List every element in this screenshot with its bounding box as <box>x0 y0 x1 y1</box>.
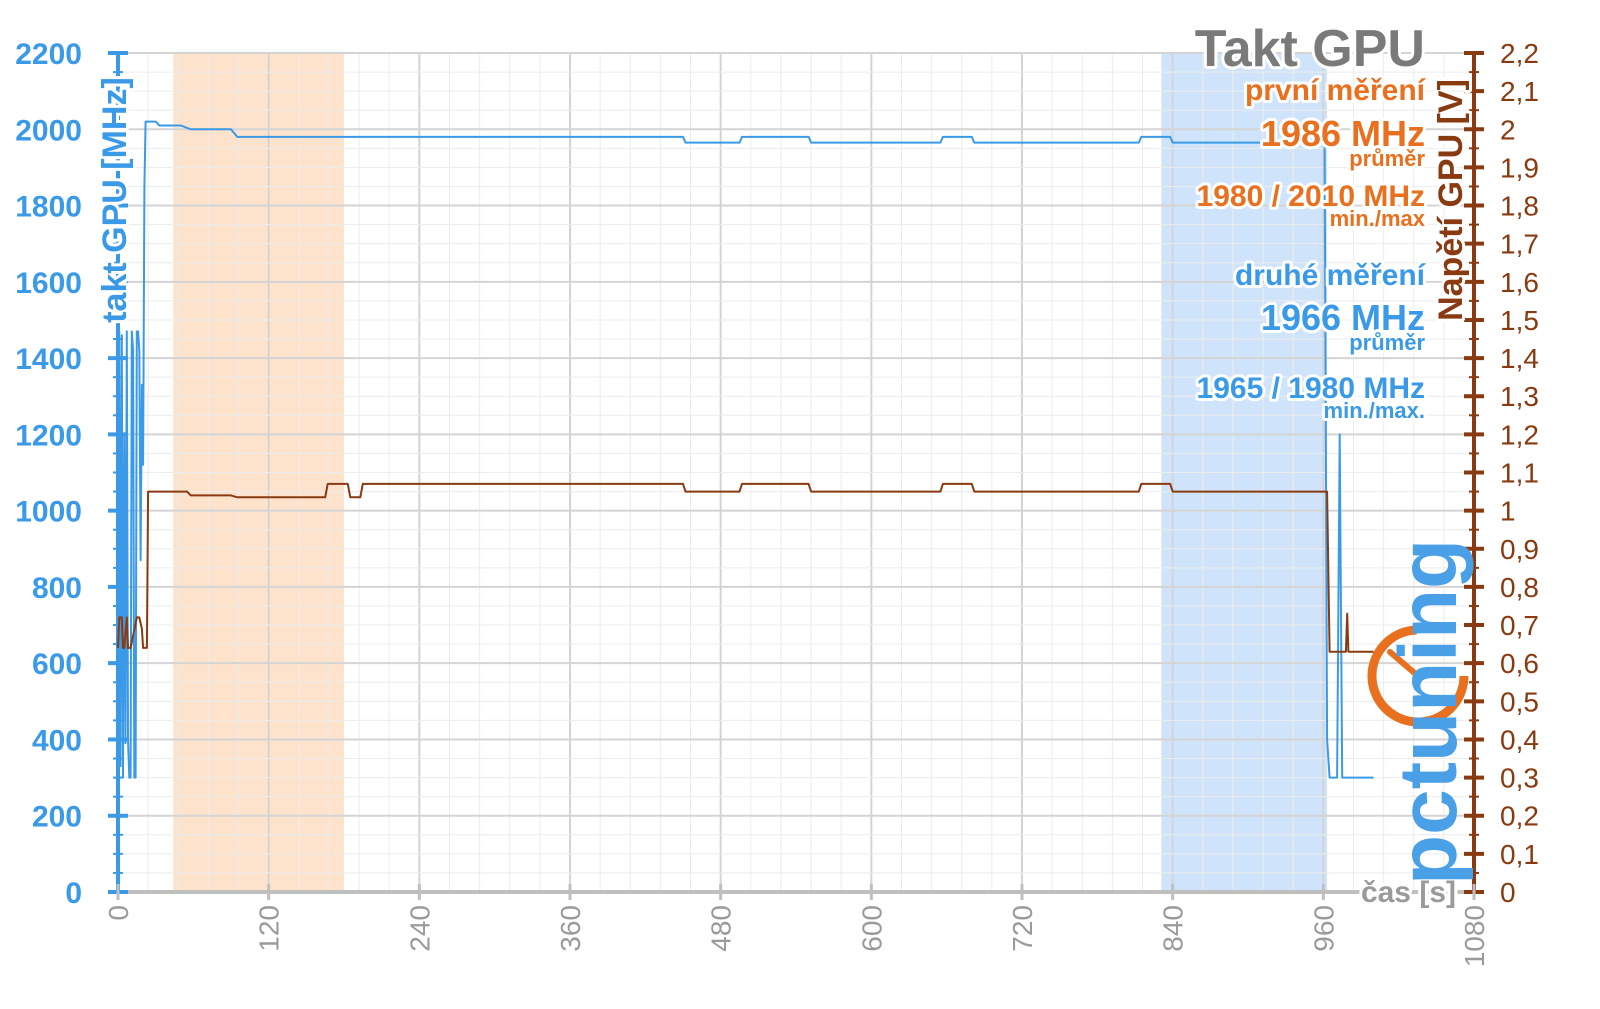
x-tick-label: 840 <box>1158 905 1189 952</box>
y-tick-label-right: 1,1 <box>1500 458 1539 489</box>
x-tick-label: 120 <box>254 905 285 952</box>
logo-gauge-icon <box>1367 625 1469 727</box>
y-tick-label-right: 0,8 <box>1500 572 1539 603</box>
second-average-sub: průměr <box>1349 330 1425 355</box>
y-tick-label-right: 1,9 <box>1500 152 1539 183</box>
x-tick-label: 960 <box>1308 905 1339 952</box>
y-tick-label-left: 1400 <box>15 343 82 376</box>
y-tick-label-right: 0,6 <box>1500 648 1539 679</box>
first-average-sub: průměr <box>1349 146 1425 171</box>
x-tick-label: 600 <box>856 905 887 952</box>
y-axis-title-right: Napětí GPU [V] <box>1432 79 1470 321</box>
logo-needle-icon <box>1387 649 1421 679</box>
y-tick-label-right: 2 <box>1500 114 1516 145</box>
y-tick-label-right: 1,5 <box>1500 305 1539 336</box>
second-minmax-sub: min./max. <box>1324 398 1425 423</box>
first-measurement-label: první měření <box>1245 74 1427 107</box>
y-tick-label-right: 1,4 <box>1500 343 1539 374</box>
second-measurement-label: druhé měření <box>1235 259 1427 292</box>
series-lines <box>117 120 1374 779</box>
y-tick-label-left: 800 <box>32 572 82 605</box>
logo-text: pctuning <box>1383 539 1474 885</box>
y-tick-label-left: 2000 <box>15 114 82 147</box>
pctuning-logo: pctuning <box>1367 539 1474 885</box>
y-tick-label-right: 0,9 <box>1500 534 1539 565</box>
first-minmax-value: 1980 / 2010 MHz <box>1197 180 1425 213</box>
clock-series-line <box>117 120 1374 779</box>
y-tick-label-right: 2,2 <box>1500 38 1539 69</box>
y-tick-label-left: 400 <box>32 724 82 757</box>
y-tick-label-right: 1,2 <box>1500 419 1539 450</box>
y-tick-label-right: 0,4 <box>1500 724 1539 755</box>
x-tick-label: 720 <box>1007 905 1038 952</box>
first-average-value: 1986 MHz <box>1261 113 1425 154</box>
y-tick-label-right: 2,1 <box>1500 76 1539 107</box>
x-tick-label: 1080 <box>1459 905 1490 967</box>
y-tick-label-left: 2200 <box>15 38 82 71</box>
y-tick-label-left: 600 <box>32 648 82 681</box>
y-tick-label-left: 1800 <box>15 191 82 224</box>
y-tick-label-right: 1,3 <box>1500 381 1539 412</box>
y-tick-label-right: 1,6 <box>1500 267 1539 298</box>
grid <box>117 52 1475 893</box>
x-tick-label: 240 <box>404 905 435 952</box>
y-tick-label-right: 0 <box>1500 877 1516 908</box>
tick-labels: 0200400600800100012001400160018002000220… <box>15 38 1539 967</box>
y-tick-label-right: 1 <box>1500 496 1516 527</box>
y-tick-label-left: 0 <box>65 877 82 910</box>
x-tick-label: 480 <box>706 905 737 952</box>
axes <box>108 51 1484 900</box>
second-minmax-value: 1965 / 1980 MHz <box>1197 372 1425 405</box>
y-tick-label-right: 0,3 <box>1500 763 1539 794</box>
y-tick-label-right: 1,8 <box>1500 191 1539 222</box>
y-tick-label-left: 1000 <box>15 496 82 529</box>
y-tick-label-left: 1600 <box>15 267 82 300</box>
y-tick-label-right: 0,1 <box>1500 839 1539 870</box>
y-tick-label-right: 0,2 <box>1500 801 1539 832</box>
first-minmax-sub: min./max <box>1330 206 1426 231</box>
x-tick-label: 360 <box>555 905 586 952</box>
chart-title: Takt GPU <box>1195 20 1425 78</box>
x-tick-label: 0 <box>103 905 134 921</box>
y-tick-label-right: 0,7 <box>1500 610 1539 641</box>
y-tick-label-right: 1,7 <box>1500 229 1539 260</box>
y-tick-label-left: 200 <box>32 801 82 834</box>
y-tick-label-right: 0,5 <box>1500 686 1539 717</box>
voltage-series-line <box>117 482 1374 653</box>
x-axis-title: čas [s] <box>1361 876 1456 909</box>
y-axis-title-left: takt GPU [MHz] <box>96 77 134 323</box>
second-average-value: 1966 MHz <box>1261 297 1425 338</box>
y-tick-label-left: 1200 <box>15 419 82 452</box>
